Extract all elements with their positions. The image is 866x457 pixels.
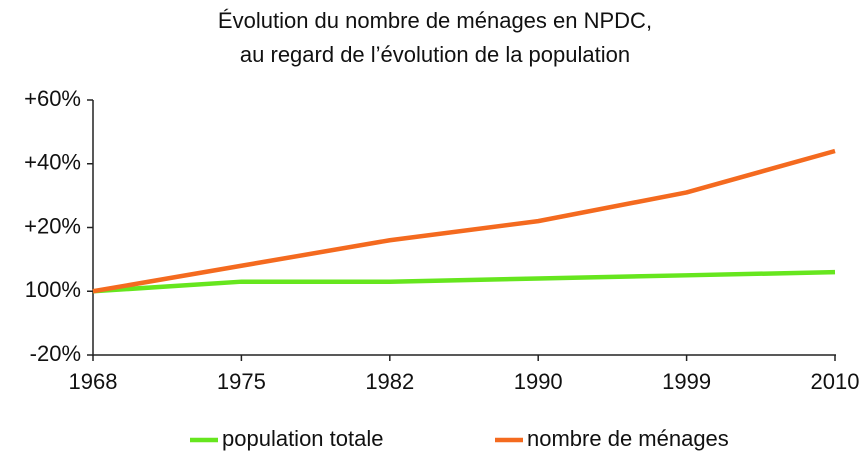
y-tick-label: +60% — [24, 86, 81, 111]
x-tick-label: 1975 — [217, 369, 266, 394]
x-tick-label: 1982 — [365, 369, 414, 394]
x-tick-label: 1990 — [514, 369, 563, 394]
legend-label: population totale — [222, 426, 383, 451]
chart-title: Évolution du nombre de ménages en NPDC, — [218, 8, 652, 33]
legend-label: nombre de ménages — [527, 426, 729, 451]
y-tick-label: +40% — [24, 150, 81, 175]
y-tick-label: -20% — [30, 341, 81, 366]
x-tick-label: 1999 — [662, 369, 711, 394]
x-tick-label: 2010 — [811, 369, 860, 394]
series-line — [92, 269, 836, 294]
x-tick-label: 1968 — [69, 369, 118, 394]
y-tick-label: 100% — [25, 277, 81, 302]
series-line — [92, 148, 836, 294]
chart-title: au regard de l’évolution de la populatio… — [240, 42, 630, 67]
y-tick-label: +20% — [24, 213, 81, 238]
